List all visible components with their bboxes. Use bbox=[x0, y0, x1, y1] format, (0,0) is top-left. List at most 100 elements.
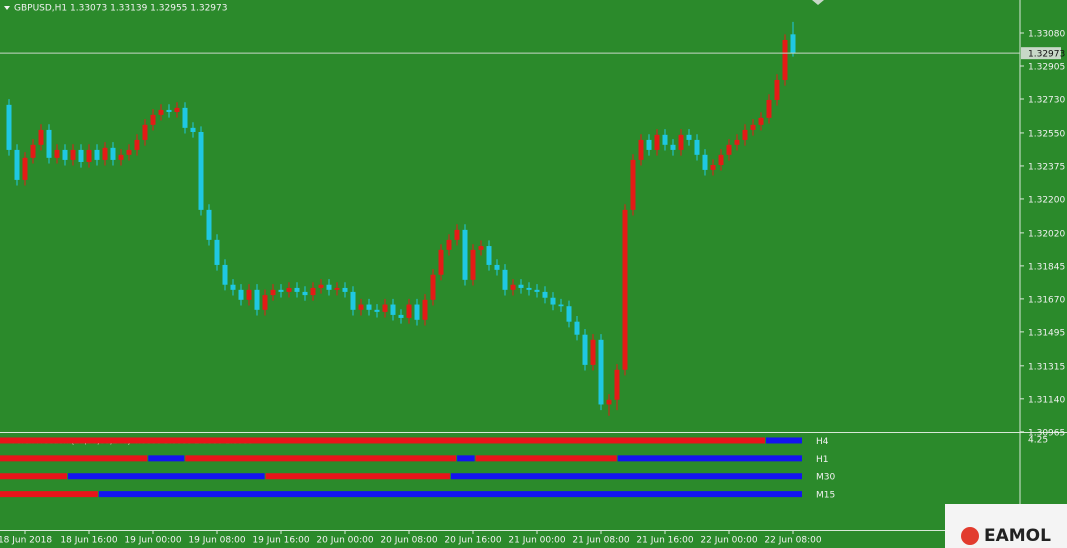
candle-body bbox=[318, 284, 324, 288]
candle-body bbox=[662, 134, 668, 145]
y-tick-label: 1.30965 bbox=[1028, 428, 1065, 438]
candle-body bbox=[118, 154, 124, 160]
candle-body bbox=[478, 246, 484, 250]
y-tick-label: 1.32020 bbox=[1028, 229, 1065, 239]
candle-body bbox=[598, 339, 604, 405]
candle-body bbox=[350, 291, 356, 310]
x-tick-label: 18 Jun 16:00 bbox=[60, 536, 117, 546]
candle-body bbox=[70, 149, 76, 160]
candle-body bbox=[38, 129, 44, 145]
candle-body bbox=[542, 291, 548, 298]
candle-body bbox=[326, 284, 332, 290]
y-tick-label: 1.31670 bbox=[1028, 295, 1065, 305]
row-label: H1 bbox=[816, 455, 829, 465]
signal-run bbox=[265, 473, 450, 480]
candle-body bbox=[366, 304, 372, 310]
row-label: H4 bbox=[816, 437, 829, 447]
candle-body bbox=[382, 304, 388, 312]
candle-body bbox=[590, 339, 596, 365]
x-tick-label: 22 Jun 08:00 bbox=[764, 536, 821, 546]
candle-body bbox=[334, 287, 340, 290]
y-tick-label: 4.25 bbox=[1028, 436, 1048, 446]
candle-body bbox=[230, 284, 236, 290]
candle-body bbox=[286, 287, 292, 292]
candle-body bbox=[726, 144, 732, 155]
candle-body bbox=[614, 369, 620, 400]
candle-body bbox=[758, 117, 764, 125]
candle-body bbox=[206, 209, 212, 240]
candle-body bbox=[710, 164, 716, 170]
candle-body bbox=[46, 129, 52, 158]
x-tick-label: 19 Jun 08:00 bbox=[188, 536, 245, 546]
menu-arrow bbox=[4, 6, 10, 10]
candle-body bbox=[102, 147, 108, 160]
candle-body bbox=[254, 289, 260, 310]
candle-body bbox=[622, 209, 628, 370]
y-tick-label: 1.32375 bbox=[1028, 162, 1065, 172]
candle-body bbox=[262, 295, 268, 310]
candle-body bbox=[750, 124, 756, 130]
signal-run bbox=[148, 455, 185, 462]
y-tick-label: 1.31140 bbox=[1028, 395, 1065, 405]
bid-label: 1.32973 bbox=[1028, 50, 1065, 60]
y-tick-label: 1.31315 bbox=[1028, 362, 1065, 372]
x-tick-label: 21 Jun 00:00 bbox=[508, 536, 565, 546]
watermark-logo bbox=[961, 527, 979, 545]
x-tick-label: 21 Jun 16:00 bbox=[636, 536, 693, 546]
candle-body bbox=[446, 239, 452, 250]
y-tick-label: 1.32550 bbox=[1028, 129, 1065, 139]
candle-body bbox=[422, 299, 428, 320]
candle-body bbox=[414, 304, 420, 320]
candle-body bbox=[630, 159, 636, 210]
candle-body bbox=[654, 134, 660, 150]
signal-run bbox=[475, 455, 617, 462]
candle-body bbox=[774, 79, 780, 100]
row-label: M15 bbox=[816, 491, 835, 501]
candle-body bbox=[638, 139, 644, 160]
candle-body bbox=[694, 139, 700, 155]
candle-body bbox=[54, 149, 60, 158]
candle-body bbox=[134, 139, 140, 150]
candle-body bbox=[182, 107, 188, 128]
candle-body bbox=[78, 149, 84, 162]
candle-body bbox=[94, 149, 100, 160]
candle-body bbox=[174, 107, 180, 113]
candle-body bbox=[510, 284, 516, 290]
candle-body bbox=[214, 239, 220, 265]
candle-body bbox=[406, 304, 412, 318]
candle-body bbox=[190, 127, 196, 132]
y-tick-label: 1.31845 bbox=[1028, 262, 1065, 272]
candle-body bbox=[494, 264, 500, 270]
candle-body bbox=[502, 269, 508, 290]
candle-body bbox=[246, 289, 252, 300]
candle-body bbox=[342, 287, 348, 292]
candle-body bbox=[462, 229, 468, 280]
candle-body bbox=[454, 229, 460, 240]
candle-body bbox=[166, 109, 172, 113]
x-tick-label: 20 Jun 08:00 bbox=[380, 536, 437, 546]
candle-body bbox=[606, 399, 612, 405]
candle-body bbox=[302, 291, 308, 296]
candle-body bbox=[534, 289, 540, 292]
candle-body bbox=[742, 129, 748, 140]
signal-run bbox=[67, 473, 265, 480]
candle-body bbox=[782, 39, 788, 80]
candle-body bbox=[310, 287, 316, 296]
candle-body bbox=[766, 99, 772, 118]
candle-body bbox=[374, 309, 380, 312]
y-tick-label: 1.32200 bbox=[1028, 195, 1065, 205]
watermark: EAMOL bbox=[984, 526, 1051, 546]
candle-body bbox=[702, 154, 708, 170]
candle-body bbox=[390, 304, 396, 315]
candle-body bbox=[358, 304, 364, 310]
bid-label-box bbox=[1021, 47, 1061, 60]
candle-body bbox=[582, 334, 588, 365]
candle-body bbox=[150, 114, 156, 125]
candle-body bbox=[14, 149, 20, 180]
candle-body bbox=[678, 134, 684, 150]
signal-run bbox=[185, 455, 457, 462]
candle-body bbox=[86, 149, 92, 162]
candle-body bbox=[526, 287, 532, 290]
candle-body bbox=[110, 147, 116, 160]
